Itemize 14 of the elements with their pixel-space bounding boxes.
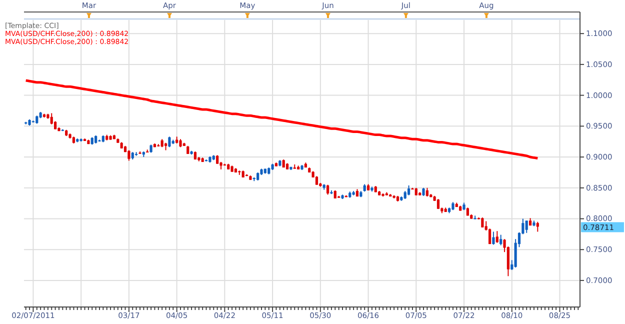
candlestick xyxy=(488,228,492,245)
candlestick xyxy=(496,230,498,244)
candlestick xyxy=(536,221,539,232)
candlestick xyxy=(407,184,410,196)
candlestick xyxy=(326,184,330,196)
candlestick xyxy=(128,150,130,162)
candlestick xyxy=(500,234,502,246)
candlestick xyxy=(492,231,495,246)
candlestick xyxy=(436,198,440,210)
line-series xyxy=(24,79,539,160)
candlestick xyxy=(481,217,484,228)
candlestick xyxy=(168,136,171,148)
candlestick xyxy=(50,112,53,125)
candlestick xyxy=(525,220,528,234)
